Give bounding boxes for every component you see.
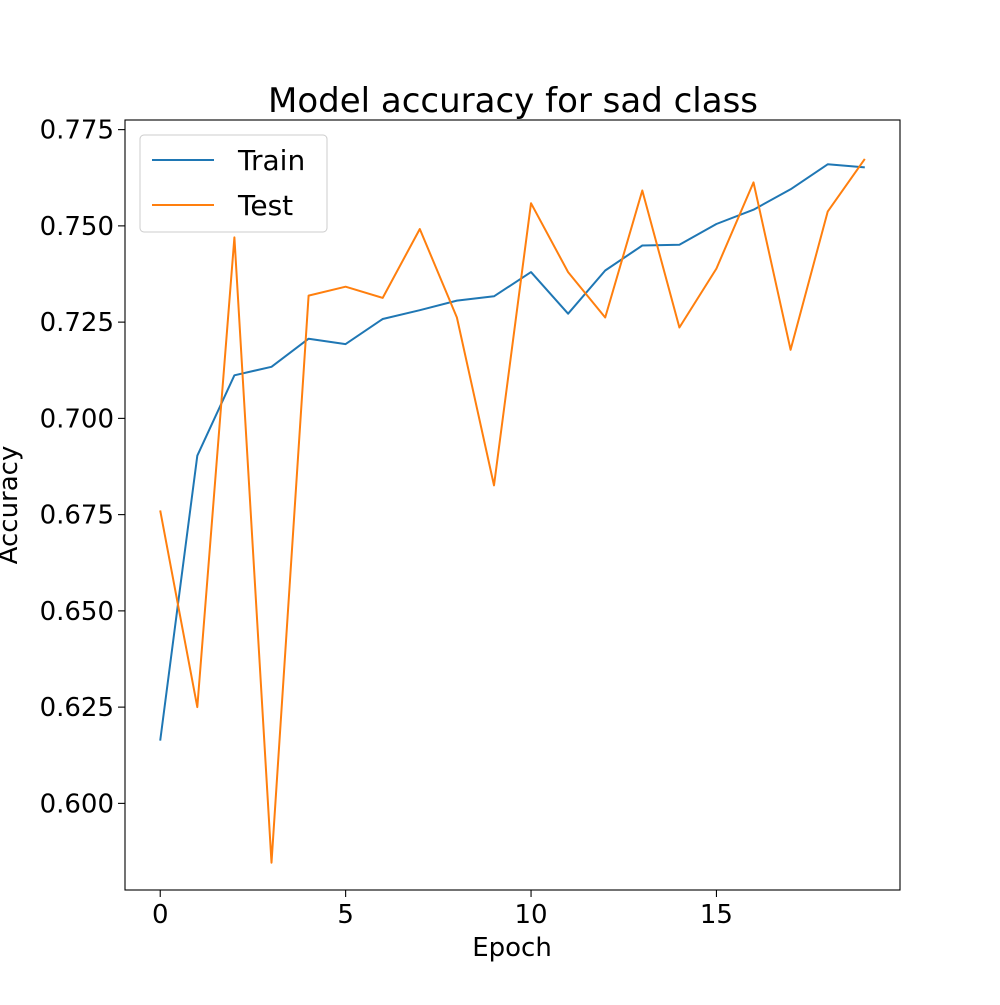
legend-label-test: Test	[237, 189, 293, 222]
x-tick-label: 0	[152, 900, 169, 930]
x-tick-label: 15	[700, 900, 733, 930]
x-tick-label: 5	[337, 900, 354, 930]
x-tick-label: 10	[514, 900, 547, 930]
y-tick-label: 0.700	[40, 404, 114, 434]
x-axis-label: Epoch	[472, 933, 552, 963]
y-tick-label: 0.725	[40, 308, 114, 338]
y-tick-label: 0.650	[40, 597, 114, 627]
y-tick-label: 0.600	[40, 789, 114, 819]
series-line-test	[159, 158, 866, 864]
x-axis-ticks: 0 5 10 15	[152, 890, 733, 930]
y-axis-ticks: 0.600 0.625 0.650 0.675 0.700 0.725 0.750 0.775	[40, 116, 125, 819]
chart-title: Model accuracy for sad class	[268, 81, 758, 121]
y-axis-label: Accuracy	[0, 446, 24, 565]
y-tick-label: 0.775	[40, 116, 114, 146]
y-tick-label: 0.625	[40, 693, 114, 723]
y-tick-label: 0.675	[40, 501, 114, 531]
series-layer	[159, 158, 866, 864]
series-line-train	[159, 163, 865, 741]
y-tick-label: 0.750	[40, 212, 114, 242]
plot-area-frame	[124, 119, 901, 891]
legend-label-train: Train	[237, 144, 305, 177]
chart-legend: Train Test	[139, 134, 328, 233]
